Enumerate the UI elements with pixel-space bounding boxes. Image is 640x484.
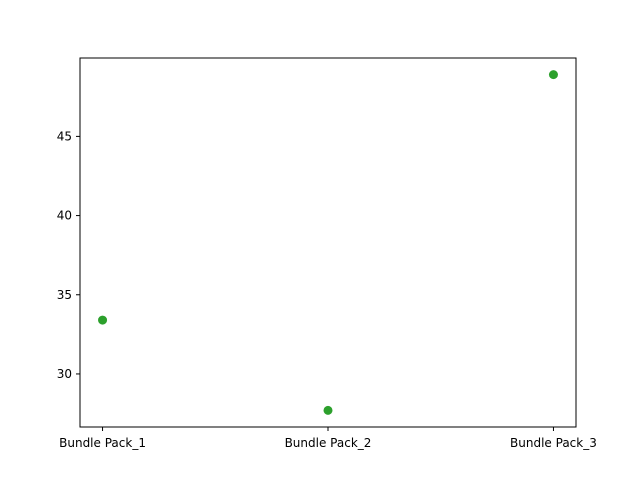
x-tick-label-2: Bundle Pack_3: [510, 436, 597, 450]
y-tick-label-3: 45: [57, 129, 72, 143]
data-point-0-1: [323, 405, 333, 415]
data-point-0-0: [98, 315, 108, 325]
x-tick-label-1: Bundle Pack_2: [285, 436, 372, 450]
y-tick-label-0: 30: [57, 367, 72, 381]
plot-layer: 30 35 40 45 Bundle Pack_1 Bundle Pack_2 Bundle…: [57, 57, 597, 450]
x-tick-label-0: Bundle Pack_1: [59, 436, 146, 450]
y-tick-label-1: 35: [57, 288, 72, 302]
data-point-0-2: [548, 70, 558, 80]
y-tick-label-2: 40: [57, 209, 72, 223]
